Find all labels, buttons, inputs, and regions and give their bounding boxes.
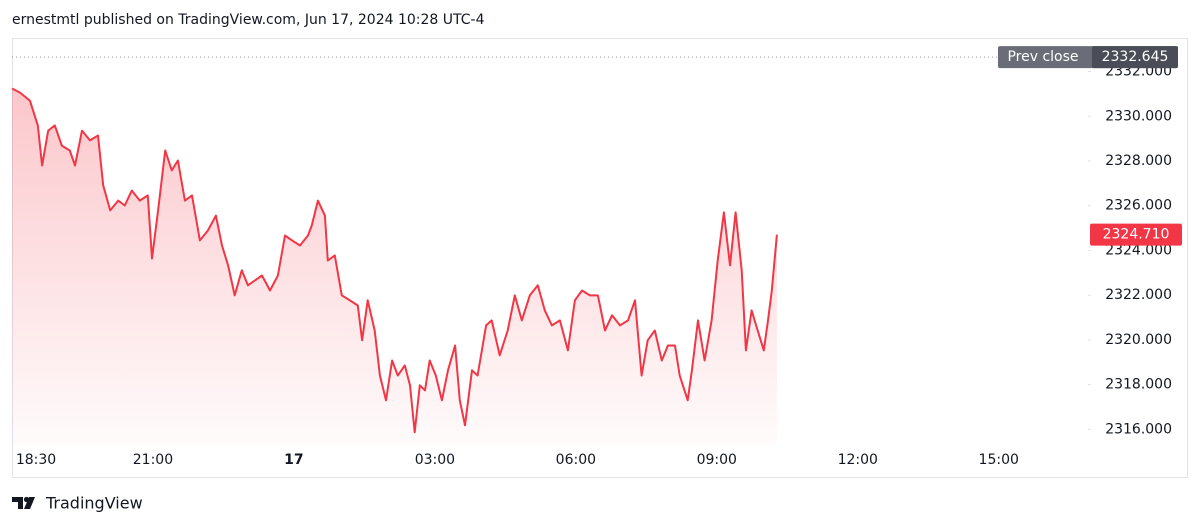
y-tick-label: 2328.000	[1105, 153, 1172, 169]
prev-close-name: Prev close	[1007, 49, 1078, 65]
y-tick-label: 2320.000	[1105, 332, 1172, 348]
x-tick-label: 06:00	[556, 452, 596, 468]
footer-brand: TradingView	[45, 494, 143, 513]
area	[12, 88, 777, 445]
y-tick-label: 2330.000	[1105, 108, 1172, 124]
y-tick-label: 2326.000	[1105, 198, 1172, 214]
header: ernestmtl published on TradingView.com, …	[12, 12, 485, 28]
x-tick-label: 15:00	[979, 452, 1019, 468]
prev-close-value-bg	[1092, 46, 1178, 69]
x-tick-label: 09:00	[697, 452, 737, 468]
y-tick-label: 2322.000	[1105, 287, 1172, 303]
x-tick-label: 17	[284, 452, 303, 468]
y-tick-label: 2316.000	[1105, 421, 1172, 437]
x-tick-label: 18:30	[16, 452, 56, 468]
last-price-label: 2324.710	[1103, 227, 1170, 243]
last-price-tag	[1090, 223, 1182, 246]
prev-close-value: 2332.645	[1102, 49, 1169, 65]
price-line	[11, 87, 778, 434]
logo	[12, 496, 35, 509]
x-tick-label: 21:00	[133, 452, 173, 468]
x-tick-label: 03:00	[415, 452, 455, 468]
y-tick-label: 2318.000	[1105, 377, 1172, 393]
x-tick-label: 12:00	[838, 452, 878, 468]
y-tick-label: 2324.000	[1105, 242, 1172, 258]
